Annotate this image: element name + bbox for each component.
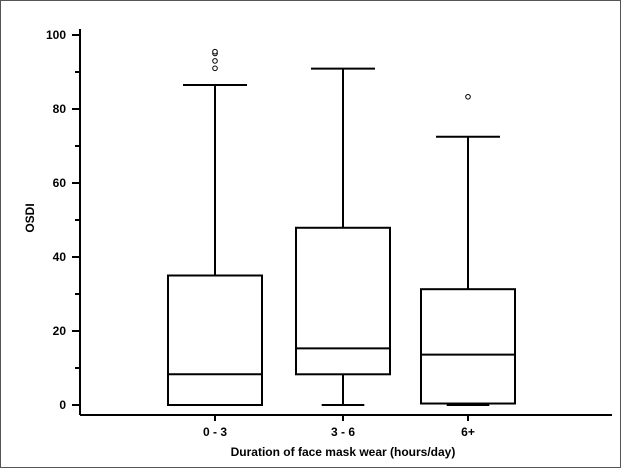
outlier-point: [212, 48, 218, 55]
x-tick-label: 0 - 3: [203, 425, 227, 439]
iqr-box: [420, 288, 516, 405]
y-axis: 0 20 40 60 80 100: [46, 28, 81, 415]
outlier-point: [465, 93, 471, 100]
y-tick-label: 100: [46, 28, 66, 42]
x-tick-label: 6+: [461, 425, 475, 439]
x-axis: 0 - 3 3 - 6 6+: [80, 414, 612, 439]
outlier-point: [212, 65, 218, 72]
box-group: [420, 93, 516, 406]
plot-area: [167, 48, 516, 406]
x-tick-label: 3 - 6: [331, 425, 355, 439]
outlier-point: [212, 58, 218, 64]
x-axis-title: Duration of face mask wear (hours/day): [231, 445, 456, 459]
y-tick-label: 60: [53, 176, 67, 190]
box-group: [167, 48, 263, 406]
y-tick-label: 0: [59, 398, 66, 412]
iqr-box: [167, 274, 263, 406]
box-group: [295, 67, 391, 406]
y-axis-title: OSDI: [23, 203, 37, 232]
y-tick-label: 40: [53, 250, 67, 264]
iqr-box: [295, 226, 391, 376]
y-tick-label: 20: [53, 324, 67, 338]
y-tick-label: 80: [53, 102, 67, 116]
